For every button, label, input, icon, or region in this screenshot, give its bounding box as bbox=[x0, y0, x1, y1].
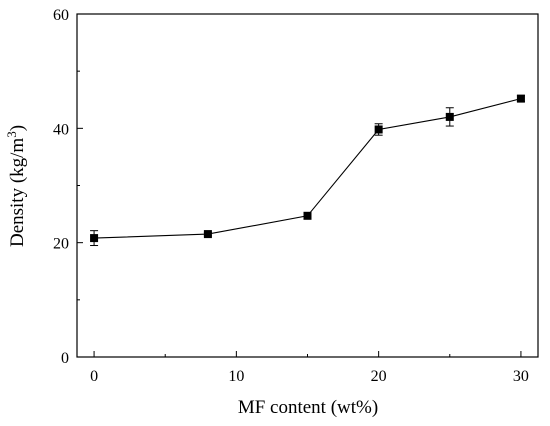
series-line bbox=[94, 98, 522, 239]
y-tick-label: 20 bbox=[53, 236, 69, 253]
data-point bbox=[90, 234, 99, 243]
y-axis-title-main: Density (kg/m bbox=[7, 138, 28, 247]
data-point bbox=[303, 211, 312, 220]
data-point bbox=[374, 125, 383, 134]
y-tick-label: 40 bbox=[53, 121, 69, 138]
x-tick-label: 10 bbox=[228, 368, 244, 385]
x-tick-label: 0 bbox=[90, 368, 98, 385]
x-tick-label: 20 bbox=[371, 368, 387, 385]
y-tick-label: 0 bbox=[61, 350, 69, 367]
data-point bbox=[203, 230, 212, 239]
y-axis-title-close: ) bbox=[7, 125, 28, 131]
plot-frame bbox=[76, 13, 539, 358]
y-axis-title: Density (kg/m3) bbox=[4, 125, 28, 247]
series-group bbox=[90, 94, 525, 247]
x-tick-label: 30 bbox=[513, 368, 529, 385]
data-point bbox=[516, 94, 525, 103]
x-axis-title: MF content (wt%) bbox=[238, 397, 378, 418]
ticks: 0 20 40 60 0 10 20 30 bbox=[53, 7, 529, 385]
data-point bbox=[445, 112, 454, 121]
y-axis-title-superscript: 3 bbox=[4, 131, 19, 138]
y-tick-label: 60 bbox=[53, 7, 69, 24]
